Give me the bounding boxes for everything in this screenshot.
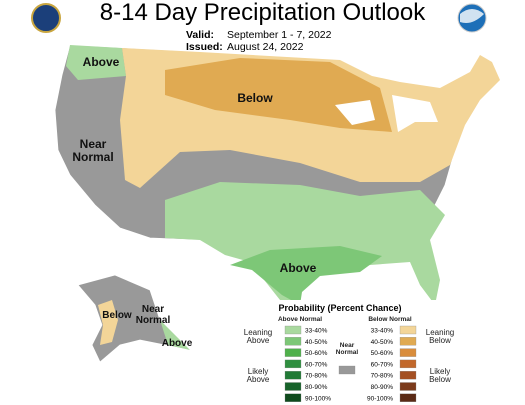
legend-bin-label: 80-90%	[305, 384, 328, 391]
region-label: Above	[82, 55, 120, 69]
legend-bin-label: 90-100%	[305, 395, 331, 402]
ak-below-area	[98, 300, 118, 345]
issued-date: August 24, 2022	[227, 41, 304, 53]
legend-swatch	[399, 393, 417, 402]
region-label: Below	[102, 310, 132, 321]
legend-bin-label: 80-90%	[371, 384, 394, 391]
legend-bin-label: 70-80%	[305, 373, 328, 380]
legend-side-label: Leaning Above	[243, 328, 273, 346]
ak-above-area	[160, 320, 190, 350]
legend-swatch	[399, 382, 417, 391]
legend-swatch	[284, 348, 302, 357]
region-label: Near Normal	[72, 137, 114, 164]
legend-swatch	[399, 337, 417, 346]
legend-heading: Below Normal	[368, 316, 412, 323]
legend-bin-label: 40-50%	[371, 339, 394, 346]
legend-bin-label: 70-80%	[371, 373, 394, 380]
doc-logo	[31, 3, 61, 33]
legend-title: Probability (Percent Chance)	[278, 303, 402, 313]
issued-label: Issued:	[186, 41, 223, 53]
legend-bin-label: 60-70%	[305, 361, 328, 368]
legend-bin-label: 50-60%	[371, 350, 394, 357]
legend-bin-label: 40-50%	[305, 339, 328, 346]
legend-side-label: Likely Below	[429, 367, 451, 385]
great-lakes	[335, 95, 438, 132]
legend-bin-label: 50-60%	[305, 350, 328, 357]
region-label: Above	[279, 261, 317, 275]
legend-swatch	[284, 393, 302, 402]
region-label: Near Normal	[135, 304, 171, 326]
noaa-logo-bird	[460, 9, 484, 23]
region-label: Below	[237, 91, 273, 105]
legend-swatch	[284, 382, 302, 391]
legend-side-label: Leaning Below	[425, 328, 455, 346]
legend-swatch	[284, 325, 302, 335]
region-label: Above	[161, 338, 193, 349]
title: 8-14 Day Precipitation Outlook	[99, 0, 426, 26]
legend-bin-label: 90-100%	[367, 395, 393, 402]
legend-swatch	[284, 371, 302, 380]
legend-swatch	[399, 359, 417, 369]
legend-swatch	[399, 371, 417, 380]
legend-side-label: Likely Above	[246, 367, 270, 385]
south-above-40	[230, 246, 382, 305]
legend-swatch	[399, 325, 417, 335]
below-area	[165, 58, 392, 132]
valid-date: September 1 - 7, 2022	[227, 29, 332, 41]
legend-swatch	[399, 348, 417, 357]
legend-near-label: Near Normal	[335, 342, 359, 356]
nw-above-area	[66, 45, 126, 80]
legend-swatch	[284, 337, 302, 346]
legend-bin-label: 60-70%	[371, 361, 394, 368]
legend-heading: Above Normal	[277, 316, 323, 323]
legend-bin-label: 33-40%	[305, 328, 328, 335]
valid-label: Valid:	[186, 29, 215, 41]
legend-swatch	[338, 365, 356, 375]
legend-swatch	[284, 359, 302, 369]
legend-bin-label: 33-40%	[371, 328, 394, 335]
